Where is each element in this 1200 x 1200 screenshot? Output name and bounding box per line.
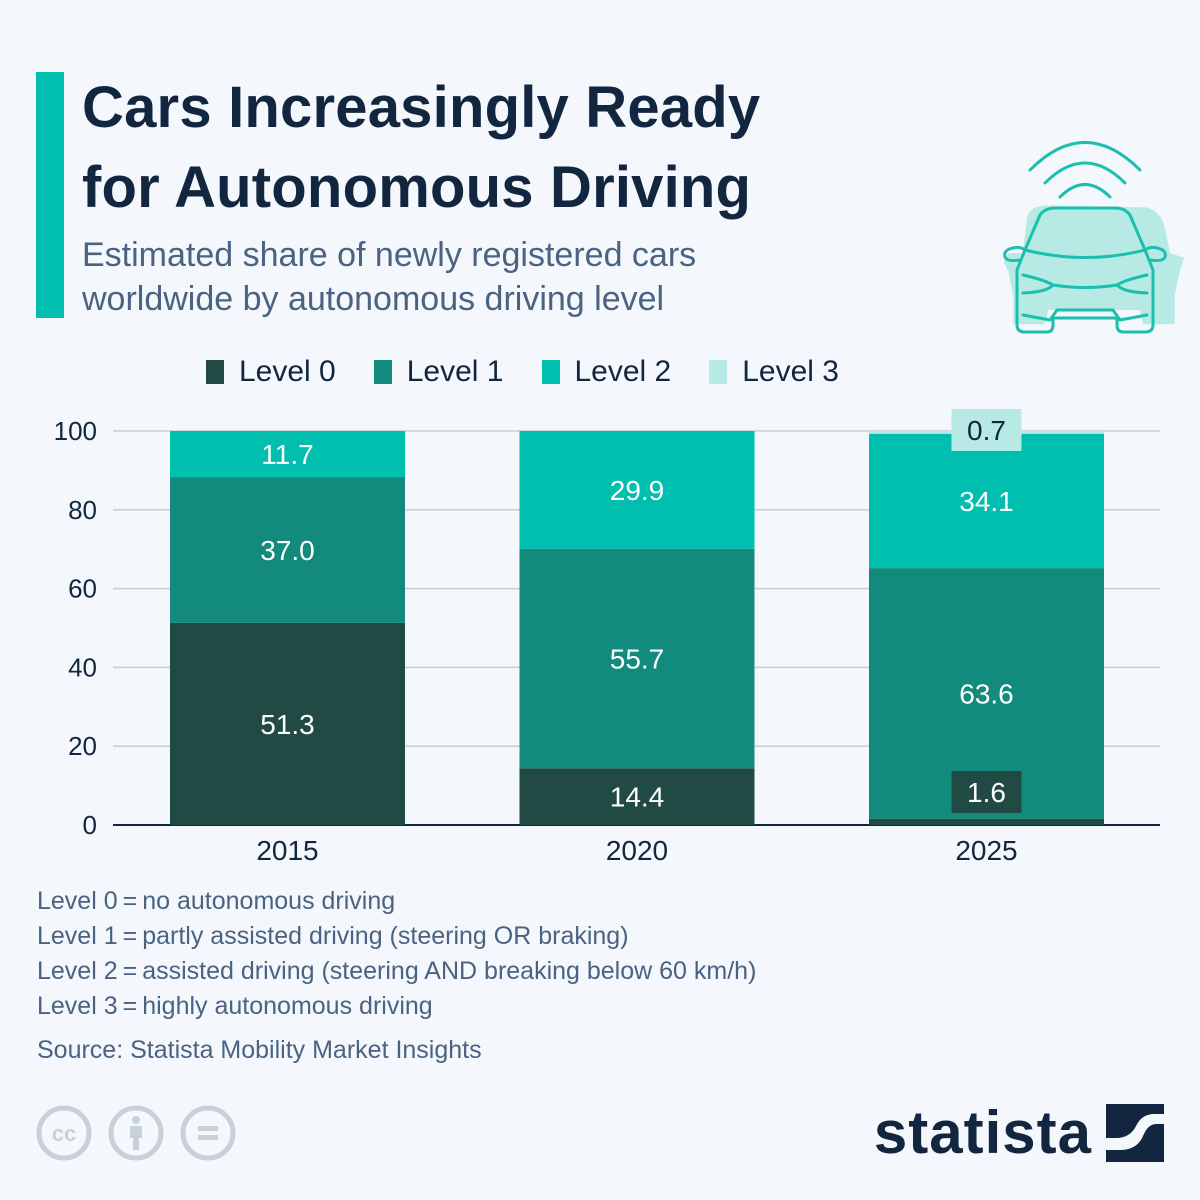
y-tick-label: 80: [68, 495, 97, 525]
bar-segment-level-0-2025: [869, 818, 1104, 825]
signal-wave-inner: [1058, 183, 1112, 199]
legend-label: Level 1: [406, 355, 504, 388]
bar-segment-level-2-2015: [170, 431, 405, 478]
data-label: 1.6: [967, 777, 1006, 808]
note-level-3: Level 3 = highly autonomous driving: [37, 992, 433, 1020]
license-icons: cc: [36, 1105, 252, 1161]
statista-mark-icon: [1106, 1104, 1164, 1162]
level-definitions: Level 0 = no autonomous driving Level 1 …: [37, 884, 756, 1024]
chart-subtitle: Estimated share of newly registered cars…: [82, 236, 697, 318]
data-label: 51.3: [260, 709, 315, 740]
data-label: 11.7: [261, 439, 313, 470]
svg-text:cc: cc: [52, 1121, 76, 1146]
data-label: 37.0: [260, 535, 315, 566]
y-tick-label: 60: [68, 574, 97, 604]
data-label: 0.7: [967, 415, 1006, 446]
bar-segment-level-0-2015: [170, 622, 405, 825]
stacked-bar-chart: 0 20 40 60 80 100 51.3 37.0 11.7 2015 14.4 55.7 29.9…: [54, 409, 1160, 866]
connected-car-icon: [1003, 141, 1185, 334]
note-level-1: Level 1 = partly assisted driving (steer…: [37, 922, 629, 950]
y-tick-label: 20: [68, 731, 97, 761]
legend-label: Level 0: [239, 355, 336, 388]
y-tick-label: 100: [54, 416, 97, 446]
x-category-label: 2025: [955, 835, 1017, 866]
statista-logo[interactable]: statista: [874, 1103, 1164, 1163]
legend-label: Level 2: [574, 355, 672, 388]
data-label-box: [951, 771, 1022, 813]
bar-segment-level-1-2015: [170, 477, 405, 623]
legend: Level 0 Level 1 Level 2 Level 3: [206, 352, 877, 392]
data-label: 29.9: [610, 475, 665, 506]
y-tick-label: 0: [83, 810, 97, 840]
bar-segment-level-0-2020: [519, 768, 755, 825]
accent-bar: [36, 72, 64, 318]
legend-item-level-3: Level 3: [709, 355, 839, 389]
chart-title: Cars Increasingly Ready for Autonomous D…: [82, 75, 761, 220]
creative-commons-icon[interactable]: cc: [36, 1105, 92, 1161]
x-category-label: 2015: [256, 835, 318, 866]
legend-item-level-2: Level 2: [541, 355, 672, 389]
brand-name: statista: [873, 1099, 1092, 1166]
legend-swatch-level-3: [709, 360, 728, 384]
signal-wave-middle: [1043, 161, 1127, 185]
data-label: 63.6: [959, 678, 1014, 709]
legend-item-level-1: Level 1: [373, 355, 504, 389]
bar-segment-level-1-2020: [519, 548, 755, 769]
bar-segment-level-2-2020: [519, 431, 755, 549]
no-derivatives-icon[interactable]: [180, 1105, 236, 1161]
bar-segment-level-2-2025: [869, 433, 1104, 569]
x-category-label: 2020: [606, 835, 668, 866]
legend-label: Level 3: [742, 355, 839, 388]
signal-wave-outer: [1028, 141, 1142, 172]
y-tick-label: 40: [68, 652, 97, 682]
legend-swatch-level-2: [541, 360, 560, 384]
legend-item-level-0: Level 0: [206, 355, 336, 389]
legend-swatch-level-0: [206, 360, 224, 384]
data-label-box: [951, 409, 1022, 451]
data-label: 14.4: [610, 782, 665, 813]
data-label: 34.1: [959, 486, 1014, 517]
note-level-0: Level 0 = no autonomous driving: [37, 887, 396, 915]
legend-swatch-level-1: [373, 360, 392, 384]
data-label: 55.7: [610, 644, 665, 675]
note-level-2: Level 2 = assisted driving (steering AND…: [37, 957, 757, 985]
attribution-icon[interactable]: [108, 1105, 164, 1161]
source-note: Source: Statista Mobility Market Insight…: [37, 1036, 482, 1064]
